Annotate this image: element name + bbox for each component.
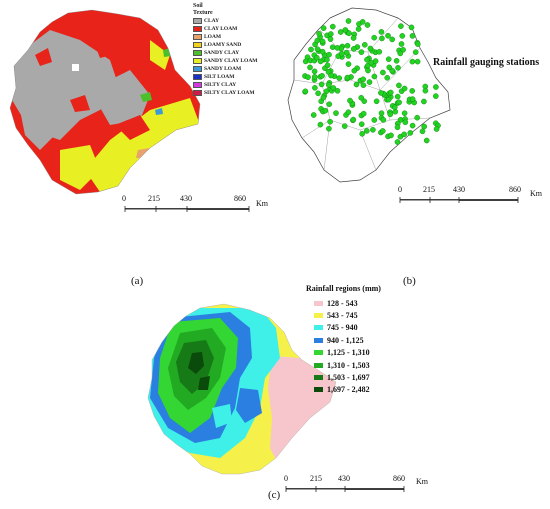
panel-b-label: (b) xyxy=(403,275,416,287)
soil-legend-label: SILTY CLAY LOAM xyxy=(204,90,255,96)
rainfall-legend-label: 1,310 - 1,503 xyxy=(327,360,370,370)
scale-b-tick-3: 860 xyxy=(509,185,521,194)
scale-c-tick-2: 430 xyxy=(338,474,350,483)
soil-legend-item: SANDY LOAM xyxy=(193,65,257,73)
soil-legend-item: SANDY CLAY LOAM xyxy=(193,57,257,65)
rainfall-legend-label: 543 - 745 xyxy=(327,311,358,321)
scale-b-unit: Km xyxy=(530,189,542,198)
stations-map xyxy=(287,7,451,183)
soil-legend-label: CLAY LOAM xyxy=(204,26,238,32)
scale-a-tick-1: 215 xyxy=(148,194,160,203)
soil-legend-label: LOAMY SAND xyxy=(204,42,242,48)
soil-legend-swatch xyxy=(193,18,202,24)
rainfall-legend-swatch xyxy=(314,313,323,319)
soil-map xyxy=(9,9,201,195)
scale-b-tick-2: 430 xyxy=(453,185,465,194)
rainfall-legend-swatch xyxy=(314,375,323,381)
rainfall-legend-item: 1,125 - 1,310 xyxy=(314,347,381,359)
rainfall-legend-item: 128 - 543 xyxy=(314,297,381,309)
soil-legend-swatch xyxy=(193,90,202,96)
soil-legend-title-2: Texture xyxy=(193,10,213,16)
soil-legend-item: CLAY LOAM xyxy=(193,25,257,33)
panel-a-label: (a) xyxy=(131,275,144,287)
soil-legend-swatch xyxy=(193,26,202,32)
soil-legend-label: CLAY xyxy=(204,18,220,24)
rainfall-legend-label: 1,697 - 2,482 xyxy=(327,385,370,395)
scale-bar-c xyxy=(285,486,405,492)
rainfall-legend-item: 1,310 - 1,503 xyxy=(314,359,381,371)
rainfall-legend: Rainfall regions (mm) 128 - 543 543 - 745… xyxy=(306,284,381,396)
soil-legend-swatch xyxy=(193,42,202,48)
rainfall-legend-label: 128 - 543 xyxy=(327,298,358,308)
rainfall-legend-title: Rainfall regions (mm) xyxy=(306,284,381,293)
rainfall-legend-swatch xyxy=(314,337,323,343)
rainfall-legend-label: 940 - 1,125 xyxy=(327,335,364,345)
scale-a-tick-3: 860 xyxy=(234,194,246,203)
rainfall-legend-swatch xyxy=(314,300,323,306)
scale-a-tick-0: 0 xyxy=(122,194,126,203)
rainfall-legend-label: 745 - 940 xyxy=(327,323,358,333)
soil-legend-swatch xyxy=(193,58,202,64)
soil-legend-label: SANDY LOAM xyxy=(204,66,242,72)
soil-legend-swatch xyxy=(193,74,202,80)
soil-legend-swatch xyxy=(193,82,202,88)
soil-legend-label: LOAM xyxy=(204,34,222,40)
scale-a-unit: Km xyxy=(256,199,268,208)
soil-legend-label: SILTY CLAY xyxy=(204,82,237,88)
station-points xyxy=(302,18,441,145)
soil-legend-item: SANDY CLAY xyxy=(193,49,257,57)
scale-b-tick-0: 0 xyxy=(398,185,402,194)
stations-label: Rainfall gauging stations xyxy=(433,57,540,68)
rainfall-legend-item: 1,697 - 2,482 xyxy=(314,384,381,396)
rainfall-legend-item: 940 - 1,125 xyxy=(314,334,381,346)
rainfall-legend-item: 1,503 - 1,697 xyxy=(314,371,381,383)
soil-legend-item: LOAM xyxy=(193,33,257,41)
soil-legend: Soil Texture CLAY CLAY LOAM LOAM LOAMY SAND… xyxy=(193,3,257,97)
scale-c-tick-3: 860 xyxy=(393,474,405,483)
rainfall-legend-swatch xyxy=(314,325,323,331)
rainfall-legend-label: 1,503 - 1,697 xyxy=(327,373,370,383)
soil-legend-item: SILTY CLAY LOAM xyxy=(193,89,257,97)
scale-c-unit: Km xyxy=(416,477,428,486)
soil-legend-label: SANDY CLAY LOAM xyxy=(204,58,258,64)
panel-c-label: (c) xyxy=(268,489,281,501)
soil-legend-swatch xyxy=(193,66,202,72)
soil-legend-label: SILT LOAM xyxy=(204,74,235,80)
soil-legend-title-1: Soil xyxy=(193,3,203,9)
scale-a-tick-2: 430 xyxy=(180,194,192,203)
scale-bar-a xyxy=(124,206,250,212)
rainfall-legend-item: 745 - 940 xyxy=(314,322,381,334)
rainfall-legend-swatch xyxy=(314,387,323,393)
scale-c-tick-0: 0 xyxy=(284,474,288,483)
scale-b-tick-1: 215 xyxy=(423,185,435,194)
rainfall-legend-swatch xyxy=(314,362,323,368)
soil-legend-item: SILTY CLAY xyxy=(193,81,257,89)
scale-bar-b xyxy=(399,197,519,203)
soil-legend-item: LOAMY SAND xyxy=(193,41,257,49)
scale-c-tick-1: 215 xyxy=(310,474,322,483)
soil-legend-swatch xyxy=(193,34,202,40)
rainfall-legend-item: 543 - 745 xyxy=(314,309,381,321)
soil-legend-label: SANDY CLAY xyxy=(204,50,240,56)
rainfall-map xyxy=(147,303,337,475)
soil-legend-item: CLAY xyxy=(193,17,257,25)
rainfall-legend-label: 1,125 - 1,310 xyxy=(327,348,370,358)
soil-legend-swatch xyxy=(193,50,202,56)
rainfall-legend-swatch xyxy=(314,350,323,356)
soil-legend-item: SILT LOAM xyxy=(193,73,257,81)
